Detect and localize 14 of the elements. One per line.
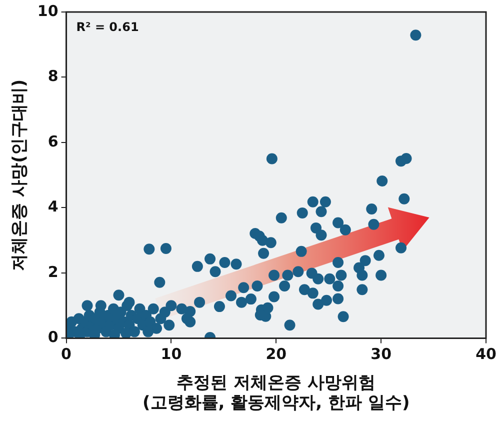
x-tick-label: 30	[370, 345, 392, 364]
y-tick-label: 8	[48, 67, 58, 86]
x-tick-label: 0	[61, 345, 72, 364]
y-tick-label: 10	[37, 2, 58, 20]
y-tick-label: 4	[48, 198, 58, 216]
annotation: R² = 0.61	[76, 20, 139, 34]
x-tick-label: 40	[476, 345, 496, 364]
y-axis-title: 저체온증 사망(인구대비)	[10, 79, 30, 271]
x-tick-label: 10	[160, 345, 182, 364]
y-tick-label: 6	[48, 132, 58, 150]
y-tick-label: 0	[48, 328, 58, 346]
y-tick-label: 2	[48, 262, 58, 281]
x-tick-label: 20	[266, 345, 287, 364]
x-axis-title: 추정된 저체온증 사망위험 (고령화률, 활동제약자, 한파 일수)	[142, 372, 410, 414]
